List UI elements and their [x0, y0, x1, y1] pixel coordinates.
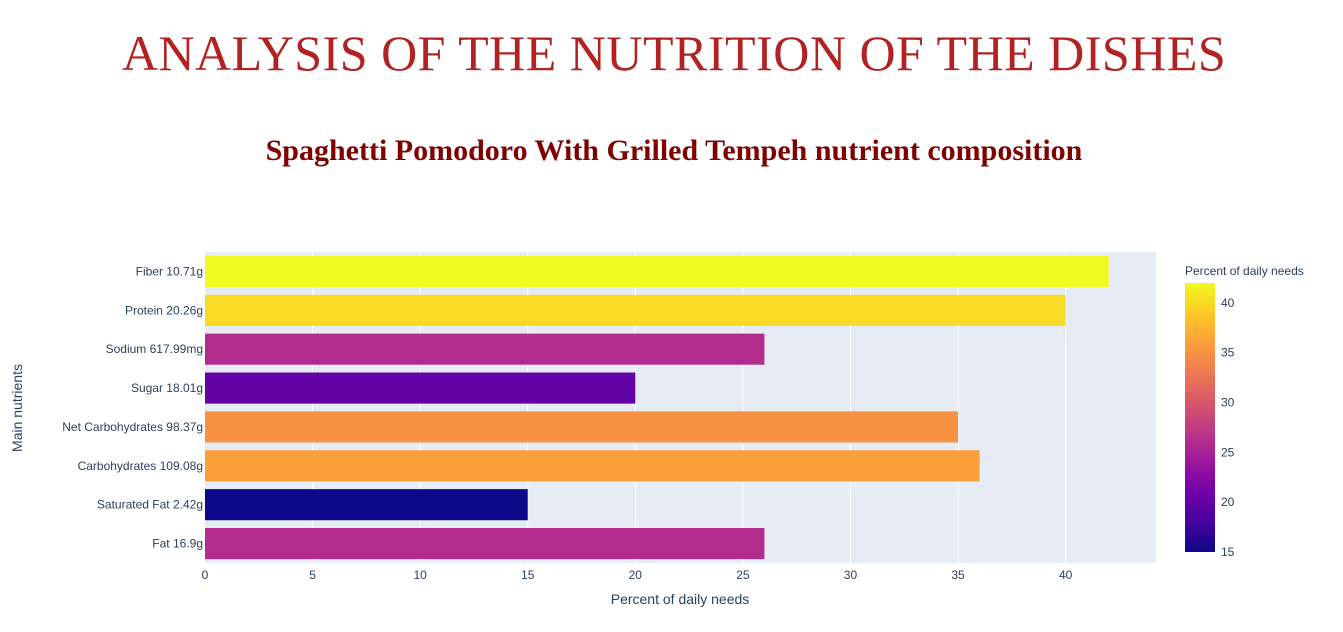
x-tick-label: 40	[1059, 568, 1073, 582]
x-tick-label: 15	[521, 568, 535, 582]
y-tick-label: Protein 20.26g	[125, 303, 203, 317]
y-tick-label: Sodium 617.99mg	[106, 342, 203, 356]
y-tick-labels: Fat 16.9g Saturated Fat 2.42g Carbohydrate…	[62, 264, 203, 550]
x-tick-label: 0	[202, 568, 209, 582]
bar	[205, 489, 528, 521]
y-tick-label: Sugar 18.01g	[131, 381, 203, 395]
colorbar-title: Percent of daily needs	[1185, 264, 1304, 278]
colorbar-tick-label: 30	[1221, 396, 1235, 410]
x-tick-label: 30	[844, 568, 858, 582]
x-tick-label: 5	[309, 568, 316, 582]
colorbar-tick-label: 35	[1221, 346, 1235, 360]
x-tick-labels: 0 5 10 15 20 25 30 35 40	[202, 568, 1073, 582]
y-axis-label: Main nutrients	[9, 364, 25, 452]
bar	[205, 255, 1109, 287]
colorbar-tick-label: 25	[1221, 445, 1235, 459]
colorbar-tick-label: 15	[1221, 545, 1235, 559]
y-tick-label: Net Carbohydrates 98.37g	[62, 420, 203, 434]
bar	[205, 294, 1066, 326]
colorbar-tick-label: 20	[1221, 495, 1235, 509]
x-tick-label: 10	[413, 568, 427, 582]
chart-title: Spaghetti Pomodoro With Grilled Tempeh n…	[265, 134, 1083, 167]
colorbar-tick-label: 40	[1221, 296, 1235, 310]
y-tick-label: Fat 16.9g	[152, 537, 203, 551]
bar	[205, 372, 636, 404]
y-tick-label: Carbohydrates 109.08g	[78, 459, 203, 473]
bar	[205, 528, 765, 560]
y-tick-label: Fiber 10.71g	[136, 264, 203, 278]
x-tick-label: 20	[629, 568, 643, 582]
x-axis-label: Percent of daily needs	[611, 591, 750, 607]
x-tick-label: 25	[736, 568, 750, 582]
bars	[205, 255, 1109, 560]
y-tick-label: Saturated Fat 2.42g	[97, 498, 203, 512]
page-title: ANALYSIS OF THE NUTRITION OF THE DISHES	[121, 25, 1227, 81]
colorbar	[1185, 283, 1215, 552]
x-tick-label: 35	[951, 568, 965, 582]
bar	[205, 411, 959, 443]
bar	[205, 333, 765, 365]
colorbar-tick-labels: 15 20 25 30 35 40	[1221, 296, 1235, 559]
bar	[205, 450, 980, 482]
